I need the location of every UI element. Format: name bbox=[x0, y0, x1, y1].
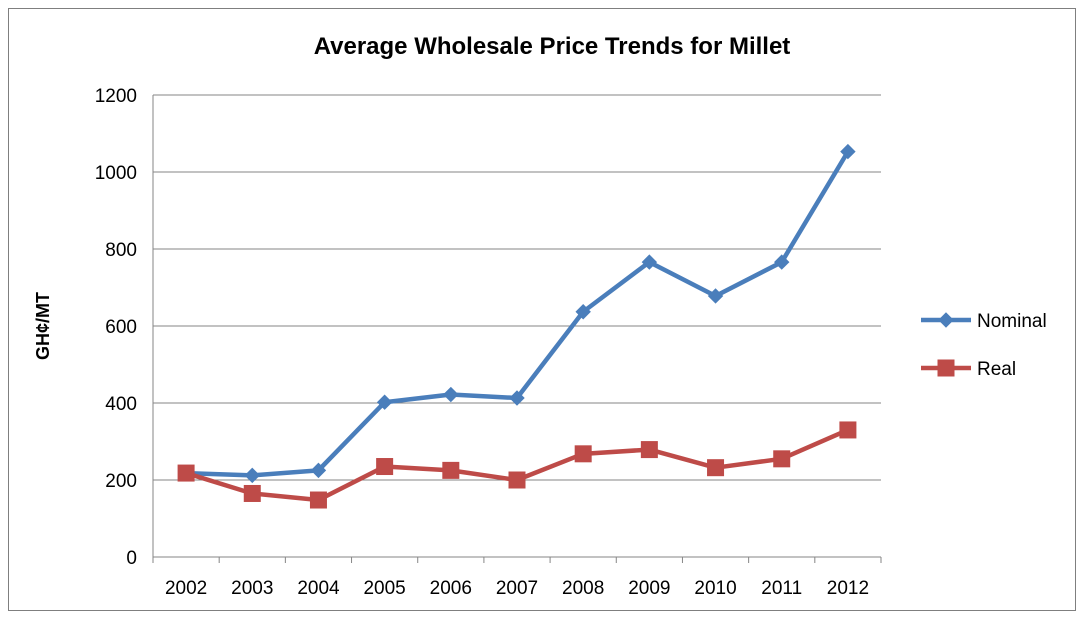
data-point-nominal bbox=[641, 254, 658, 270]
data-point-nominal bbox=[509, 390, 525, 406]
y-tick-label: 600 bbox=[105, 317, 137, 338]
y-tick-label: 400 bbox=[105, 394, 137, 415]
x-tick-label: 2010 bbox=[694, 578, 736, 599]
x-tick-label: 2008 bbox=[562, 578, 604, 599]
data-point-real bbox=[376, 458, 394, 476]
series-line-nominal bbox=[183, 149, 851, 478]
y-tick-label: 200 bbox=[105, 471, 137, 492]
x-tick-label: 2003 bbox=[231, 578, 273, 599]
data-point-real bbox=[839, 421, 857, 439]
legend-label-nominal: Nominal bbox=[977, 311, 1047, 332]
data-point-real bbox=[442, 461, 460, 479]
data-point-nominal bbox=[774, 254, 790, 270]
legend-marker-nominal bbox=[938, 312, 954, 328]
gridlines bbox=[153, 94, 881, 481]
chart-frame bbox=[8, 8, 1076, 611]
data-point-real bbox=[773, 450, 791, 468]
y-tick-label: 1000 bbox=[95, 163, 137, 184]
data-point-nominal bbox=[575, 304, 591, 320]
data-point-nominal bbox=[707, 288, 724, 304]
legend: Nominal Real bbox=[921, 311, 1047, 380]
data-point-nominal bbox=[443, 386, 459, 403]
y-tick-labels: 0 200 400 600 800 1000 1200 bbox=[95, 86, 137, 569]
data-point-nominal bbox=[376, 394, 393, 410]
x-tick-labels: 2002 2003 2004 2005 2006 2007 2008 2009 2010 2011… bbox=[165, 578, 869, 599]
data-point-real bbox=[177, 464, 195, 482]
y-tick-label: 1200 bbox=[95, 86, 137, 107]
data-point-real bbox=[574, 445, 592, 463]
x-tick-label: 2009 bbox=[628, 578, 670, 599]
data-point-nominal bbox=[244, 467, 260, 484]
data-point-nominal bbox=[310, 462, 327, 479]
data-point-nominal bbox=[840, 143, 856, 160]
x-tick-label: 2012 bbox=[827, 578, 869, 599]
legend-marker-real bbox=[937, 359, 955, 377]
legend-label-real: Real bbox=[977, 359, 1016, 380]
x-tick-label: 2011 bbox=[761, 578, 802, 599]
axes bbox=[152, 95, 882, 563]
series-lines bbox=[177, 143, 857, 509]
data-point-real bbox=[309, 491, 327, 509]
x-tick-label: 2007 bbox=[496, 578, 538, 599]
data-point-real bbox=[640, 441, 658, 459]
x-tick-label: 2004 bbox=[297, 578, 340, 599]
data-point-real bbox=[243, 484, 261, 502]
x-tick-label: 2006 bbox=[430, 578, 472, 599]
y-tick-label: 800 bbox=[105, 240, 137, 261]
chart-title: Average Wholesale Price Trends for Mille… bbox=[314, 33, 791, 60]
y-tick-label: 0 bbox=[126, 548, 137, 569]
data-point-real bbox=[508, 471, 526, 489]
x-tick-label: 2002 bbox=[165, 578, 207, 599]
y-axis-label: GH¢/MT bbox=[33, 292, 53, 360]
series-line-real bbox=[183, 427, 851, 503]
x-tick-label: 2005 bbox=[363, 578, 405, 599]
data-point-real bbox=[707, 459, 725, 477]
